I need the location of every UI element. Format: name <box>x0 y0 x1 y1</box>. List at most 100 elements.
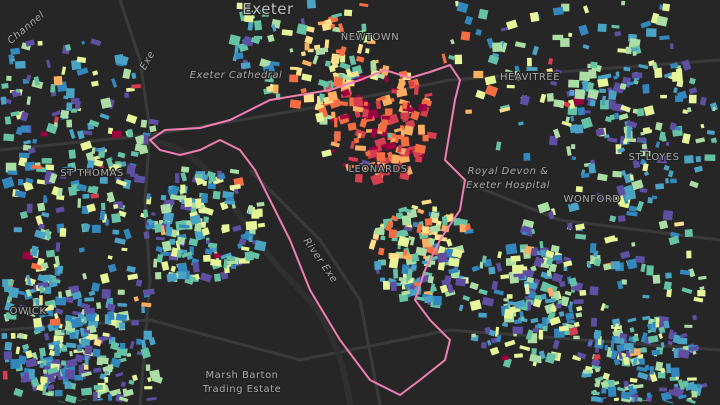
building <box>576 305 583 312</box>
building <box>637 397 643 402</box>
building <box>573 299 584 305</box>
building <box>54 389 63 397</box>
building <box>26 274 32 286</box>
building <box>80 140 93 151</box>
building <box>651 195 658 200</box>
building <box>77 313 84 319</box>
building <box>422 226 430 234</box>
building <box>633 79 639 85</box>
building <box>571 144 576 149</box>
building <box>617 147 626 154</box>
building <box>92 348 101 358</box>
building <box>78 365 85 372</box>
building <box>410 252 420 263</box>
building <box>281 29 293 36</box>
building <box>617 349 623 360</box>
building <box>220 252 232 260</box>
building <box>575 312 583 318</box>
building <box>348 55 357 66</box>
building <box>631 179 644 191</box>
building <box>47 366 59 375</box>
building <box>657 372 666 379</box>
building <box>497 251 502 259</box>
building <box>1 82 9 89</box>
building <box>552 339 560 350</box>
building <box>189 246 194 256</box>
building <box>116 347 128 357</box>
building <box>631 72 643 79</box>
building <box>619 82 627 90</box>
building <box>469 299 482 311</box>
building <box>475 89 486 100</box>
building <box>51 278 61 284</box>
building <box>680 332 688 339</box>
building <box>532 45 539 56</box>
building <box>176 271 187 280</box>
building <box>25 177 34 184</box>
building <box>626 138 637 143</box>
building <box>582 44 590 50</box>
building <box>248 236 253 243</box>
building <box>93 391 98 401</box>
building <box>424 92 433 98</box>
building <box>573 335 580 340</box>
building <box>626 258 638 270</box>
building <box>57 187 63 197</box>
building <box>675 374 679 380</box>
building <box>40 131 48 137</box>
building <box>660 367 666 374</box>
building <box>115 179 127 187</box>
building <box>124 92 129 98</box>
building <box>169 238 175 245</box>
building <box>249 229 256 234</box>
building <box>80 302 91 310</box>
building <box>561 120 572 127</box>
boundary <box>148 63 467 397</box>
building <box>54 122 58 127</box>
building <box>161 240 172 252</box>
building <box>138 145 149 155</box>
building <box>623 66 631 72</box>
building <box>135 279 143 287</box>
building <box>62 166 73 175</box>
building <box>170 265 177 273</box>
building <box>595 347 599 353</box>
building <box>267 34 275 43</box>
building <box>91 282 101 292</box>
building <box>212 190 221 200</box>
building <box>180 184 186 194</box>
building <box>558 325 569 332</box>
building <box>604 345 608 351</box>
building <box>669 122 677 131</box>
building <box>684 324 693 328</box>
building <box>590 396 601 402</box>
building <box>30 378 40 388</box>
building <box>568 32 573 38</box>
building <box>597 75 602 80</box>
building <box>45 392 53 396</box>
building <box>484 75 497 86</box>
building <box>46 310 54 317</box>
building <box>356 43 364 54</box>
building <box>202 174 208 180</box>
building <box>43 198 48 203</box>
building <box>35 215 44 226</box>
building <box>66 119 73 128</box>
building <box>558 311 565 317</box>
building <box>146 193 151 200</box>
building <box>455 277 467 287</box>
building <box>710 137 717 144</box>
building <box>374 260 382 270</box>
building <box>28 369 36 380</box>
building <box>45 59 52 69</box>
building <box>491 280 499 291</box>
building <box>401 101 408 110</box>
building <box>66 102 73 111</box>
building <box>503 298 509 302</box>
building <box>639 188 648 193</box>
building <box>328 64 336 73</box>
building <box>478 312 487 318</box>
building <box>388 257 399 269</box>
building <box>622 184 635 197</box>
building <box>524 280 535 288</box>
